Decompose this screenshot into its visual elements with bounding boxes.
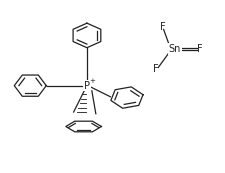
Text: Sn: Sn bbox=[169, 44, 181, 54]
Text: P: P bbox=[84, 81, 90, 91]
Text: +: + bbox=[89, 78, 95, 84]
Text: F: F bbox=[153, 65, 159, 75]
Text: F: F bbox=[160, 22, 165, 32]
Text: F: F bbox=[198, 44, 203, 54]
